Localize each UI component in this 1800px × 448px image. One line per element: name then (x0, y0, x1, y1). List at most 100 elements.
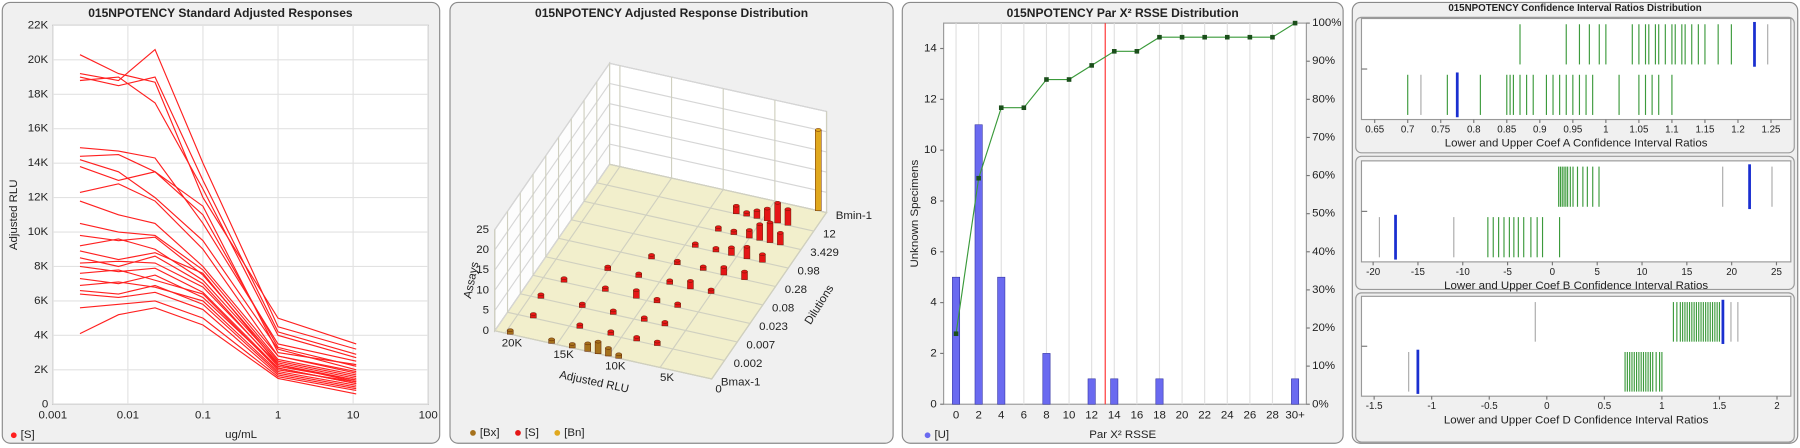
bar (1110, 378, 1119, 405)
bar (766, 222, 774, 243)
x-tick-label: 10 (1637, 267, 1648, 278)
y-tick-label: 10 (476, 284, 489, 296)
x-axis-label: ug/mL (225, 429, 257, 441)
y-tick-label: 0 (930, 398, 936, 410)
bar-cap (569, 342, 576, 346)
y2-tick-label: 80% (1312, 93, 1335, 105)
bar-cap (605, 346, 612, 350)
bar (952, 276, 961, 405)
y-tick-label: 6 (930, 246, 936, 258)
category-label: 0.023 (759, 321, 788, 333)
x-tick-label: 2 (1774, 401, 1779, 412)
category-label: 0.007 (746, 339, 775, 351)
bar-cap (594, 339, 602, 344)
series-line (79, 76, 357, 359)
bar-cap (537, 292, 545, 297)
y-tick-label: 10K (28, 226, 49, 238)
plot-area (1360, 160, 1792, 263)
x-tick-label: 4 (998, 410, 1005, 422)
x-tick-label: 30+ (1285, 410, 1305, 422)
y-tick-label: 5 (483, 305, 489, 317)
bar (756, 223, 763, 241)
series-line (79, 238, 357, 379)
y-tick-label: 20 (476, 244, 489, 256)
bar-cap (584, 341, 591, 346)
x-axis-label: Lower and Upper Coef D Confidence Interv… (1444, 414, 1709, 426)
bar-cap (743, 244, 751, 249)
series-line (79, 159, 357, 371)
x-tick-label: -1 (1427, 401, 1436, 412)
x-tick-label: 26 (1243, 410, 1256, 422)
bar-cap (692, 241, 699, 246)
y-tick-label: 16K (28, 123, 49, 135)
y-tick-label: 15 (476, 264, 489, 276)
x-tick-label: 0.9 (1533, 124, 1547, 135)
plot-area (1360, 17, 1792, 121)
x-tick-label: 0.65 (1365, 124, 1385, 135)
x-tick-label: 0.8 (1467, 124, 1481, 135)
y-tick-label: 0 (483, 325, 489, 337)
y-tick-label: 4K (34, 329, 48, 341)
legend-label: [S] (525, 427, 539, 439)
x-axis-label: Lower and Upper Coef A Confidence Interv… (1445, 138, 1708, 150)
x-tick-label: -0.5 (1481, 401, 1498, 412)
category-label: Bmax-1 (721, 376, 761, 388)
x-tick-label: 5 (1594, 267, 1600, 278)
x-tick-label: 8 (1043, 410, 1049, 422)
bar (774, 202, 781, 224)
bar-cap (743, 210, 750, 214)
series-line (79, 153, 357, 367)
bar-cap (764, 206, 771, 211)
bar-cap (530, 312, 537, 316)
legend-marker (515, 430, 521, 436)
bar-cap (604, 264, 611, 269)
legend-marker (554, 430, 561, 436)
bar-cap (635, 271, 642, 276)
x-tick-label: 0 (1550, 267, 1556, 278)
category-label: Bmin-1 (836, 210, 872, 222)
series-line (79, 166, 357, 366)
series-line (79, 281, 357, 386)
y-tick-label: 22K (28, 19, 49, 31)
bar-cap (653, 297, 661, 301)
category-grid-line (494, 229, 712, 380)
y2-tick-label: 60% (1312, 170, 1335, 182)
category-grid-line (506, 211, 725, 362)
y-tick-label: 6K (34, 295, 48, 307)
x-axis-label: Par X² RSSE (1089, 429, 1156, 441)
bar-cap (687, 279, 694, 283)
x-tick-label: -20 (1366, 267, 1381, 278)
bar-cap (715, 225, 722, 229)
chart-title: 015NPOTENCY Par X² RSSE Distribution (1007, 6, 1239, 20)
bar (1291, 378, 1300, 405)
plot-area (1360, 295, 1792, 397)
x-tick-label: 0.95 (1563, 124, 1583, 135)
bar (743, 246, 751, 260)
cumulative-marker (1179, 34, 1185, 40)
bar-cap (648, 253, 655, 257)
bar-cap (602, 285, 609, 290)
bar (777, 232, 784, 246)
y-tick-label: 2 (930, 347, 936, 359)
bar-cap (607, 329, 615, 333)
bar-cap (774, 201, 781, 205)
category-label: 0.98 (797, 265, 819, 277)
series-line (79, 307, 357, 395)
y-tick-label: 4 (930, 297, 937, 309)
x-tick-label: 22 (1198, 410, 1211, 422)
cumulative-marker (1134, 49, 1140, 54)
chart-title: 015NPOTENCY Confidence Interval Ratios D… (1448, 3, 1701, 14)
cumulative-marker (1202, 34, 1207, 40)
x-axis-label: Lower and Upper Coef B Confidence Interv… (1444, 280, 1708, 292)
y-tick-label: 25 (476, 224, 489, 236)
y2-tick-label: 0% (1312, 398, 1329, 410)
bar-cap (674, 301, 681, 306)
y-tick-label: 12 (924, 93, 937, 105)
x-tick-label: 5K (660, 372, 674, 384)
cumulative-marker (1089, 63, 1094, 68)
bar-cap (759, 252, 766, 256)
x-tick-label: 14 (1108, 410, 1121, 422)
bar-cap (815, 128, 822, 132)
x-tick-label: 20 (1726, 267, 1737, 278)
